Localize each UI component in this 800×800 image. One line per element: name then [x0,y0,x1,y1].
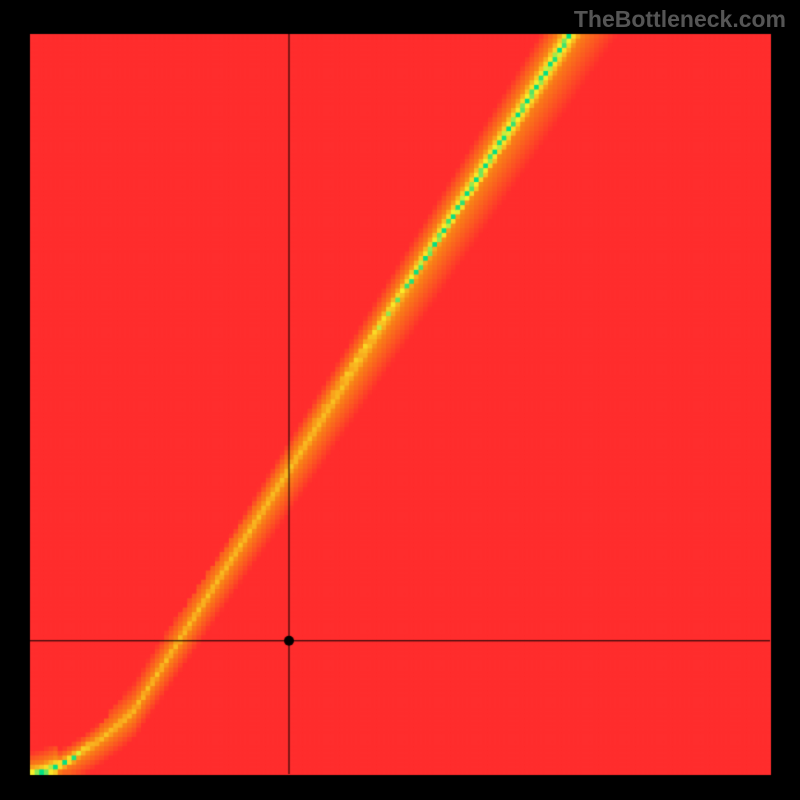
heatmap-canvas [0,0,800,800]
chart-container: TheBottleneck.com [0,0,800,800]
watermark-text: TheBottleneck.com [574,6,786,33]
